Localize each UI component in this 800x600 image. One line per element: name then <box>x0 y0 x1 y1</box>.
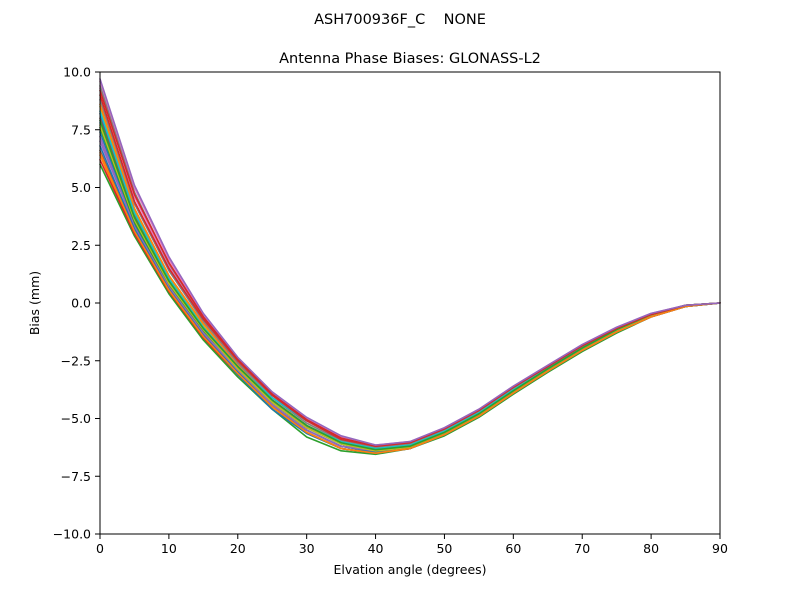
x-tick-label: 20 <box>230 541 246 556</box>
x-tick-label: 0 <box>96 541 104 556</box>
plot-area <box>100 72 720 534</box>
x-tick-label: 60 <box>505 541 521 556</box>
y-tick-label: 10.0 <box>63 65 91 80</box>
series-line-24 <box>99 89 721 448</box>
y-tick-label: 7.5 <box>71 122 91 137</box>
x-tick-label: 90 <box>712 541 728 556</box>
y-axis-ticks: −10.0 −7.5 −5.0 −2.5 0.0 2.5 5.0 7.5 10.0 <box>53 65 100 542</box>
y-tick-label: −7.5 <box>61 469 91 484</box>
series-line-22 <box>99 152 721 454</box>
x-tick-label: 70 <box>574 541 590 556</box>
y-tick-label: −5.0 <box>61 411 91 426</box>
series-line-25 <box>99 78 721 446</box>
x-axis-label: Elvation angle (degrees) <box>333 562 486 577</box>
y-tick-label: 2.5 <box>71 238 91 253</box>
series-group <box>99 78 721 456</box>
y-tick-label: −10.0 <box>53 527 91 542</box>
x-tick-label: 40 <box>368 541 384 556</box>
x-tick-label: 50 <box>436 541 452 556</box>
chart-title: Antenna Phase Biases: GLONASS-L2 <box>279 51 541 67</box>
y-axis-label: Bias (mm) <box>27 271 42 335</box>
plot-frame <box>99 71 721 535</box>
y-tick-label: 5.0 <box>71 180 91 195</box>
x-tick-label: 80 <box>643 541 659 556</box>
y-tick-label: 0.0 <box>71 296 91 311</box>
x-tick-label: 10 <box>161 541 177 556</box>
series-line-23 <box>99 119 721 451</box>
x-axis-ticks: 0 10 20 30 40 50 60 70 80 90 <box>96 534 728 556</box>
x-tick-label: 30 <box>299 541 315 556</box>
figure-suptitle: ASH700936F_C NONE <box>314 12 486 28</box>
y-tick-label: −2.5 <box>61 353 91 368</box>
